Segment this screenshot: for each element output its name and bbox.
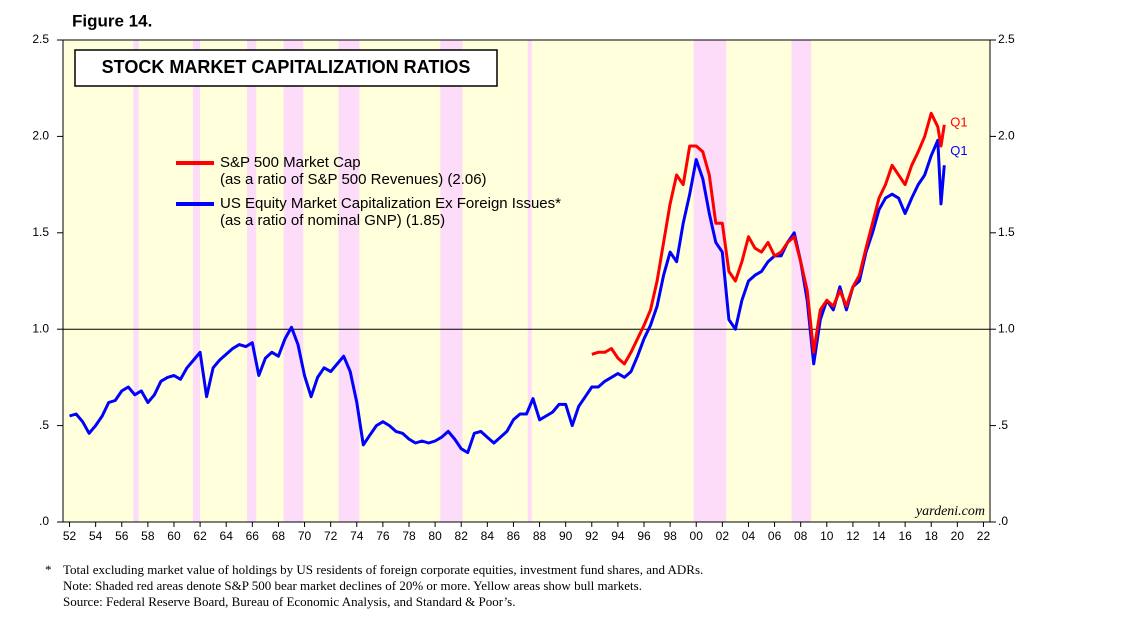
x-tick-label: 04 — [742, 529, 756, 543]
bear-market-shade — [527, 40, 532, 522]
y-tick-label: 2.5 — [32, 32, 49, 46]
y-tick-label: .0 — [39, 514, 49, 528]
x-tick-label: 66 — [246, 529, 260, 543]
y2-tick-label: .5 — [998, 418, 1008, 432]
footnote-marker: * — [45, 562, 52, 577]
x-tick-label: 76 — [376, 529, 390, 543]
source-tag: yardeni.com — [914, 504, 985, 519]
x-tick-label: 96 — [637, 529, 651, 543]
bear-market-shade — [133, 40, 139, 522]
bear-market-shade — [693, 40, 727, 522]
title-box — [74, 49, 498, 87]
y2-tick-label: 2.5 — [998, 32, 1015, 46]
x-tick-label: 88 — [533, 529, 547, 543]
bear-market-shade — [338, 40, 360, 522]
figure-label: Figure 14. — [72, 11, 152, 30]
end-label: Q1 — [950, 114, 967, 129]
x-tick-label: 94 — [611, 529, 625, 543]
x-tick-label: 20 — [951, 529, 965, 543]
x-tick-label: 98 — [663, 529, 677, 543]
legend-note: (as a ratio of nominal GNP) (1.85) — [220, 212, 445, 229]
x-tick-label: 62 — [193, 529, 207, 543]
chart-title: STOCK MARKET CAPITALIZATION RATIOS — [102, 57, 471, 77]
x-tick-label: 58 — [141, 529, 155, 543]
y2-tick-label: .0 — [998, 514, 1008, 528]
x-tick-label: 64 — [220, 529, 234, 543]
x-tick-label: 68 — [272, 529, 286, 543]
legend-note: (as a ratio of S&P 500 Revenues) (2.06) — [220, 171, 487, 188]
y2-tick-label: 1.0 — [998, 321, 1015, 335]
x-tick-label: 00 — [690, 529, 704, 543]
bear-market-shade — [440, 40, 463, 522]
x-tick-label: 82 — [455, 529, 469, 543]
x-tick-label: 22 — [977, 529, 991, 543]
x-tick-label: 70 — [298, 529, 312, 543]
x-tick-label: 02 — [716, 529, 730, 543]
x-tick-label: 12 — [846, 529, 860, 543]
x-tick-label: 86 — [507, 529, 521, 543]
x-tick-label: 14 — [872, 529, 886, 543]
footnote: Source: Federal Reserve Board, Bureau of… — [63, 594, 516, 609]
x-tick-label: 52 — [63, 529, 77, 543]
legend-label: S&P 500 Market Cap — [220, 154, 361, 171]
y-tick-label: 2.0 — [32, 129, 49, 143]
x-tick-label: 16 — [898, 529, 912, 543]
y2-tick-label: 1.5 — [998, 225, 1015, 239]
y-tick-label: 1.5 — [32, 225, 49, 239]
x-tick-label: 80 — [428, 529, 442, 543]
x-tick-label: 92 — [585, 529, 599, 543]
x-tick-label: 84 — [481, 529, 495, 543]
footnote: Note: Shaded red areas denote S&P 500 be… — [63, 578, 642, 593]
x-tick-label: 10 — [820, 529, 834, 543]
bear-market-shade — [283, 40, 304, 522]
end-label: Q1 — [950, 143, 967, 158]
bear-market-shade — [791, 40, 812, 522]
plot-area: .0 .0 .5 .5 1.0 1.0 1.5 1.5 2.0 2.0 2.5 2.5 52 54 56 58… — [32, 32, 1015, 543]
y-tick-label: .5 — [39, 418, 49, 432]
bear-market-shade — [192, 40, 201, 522]
x-tick-label: 54 — [89, 529, 103, 543]
x-tick-label: 18 — [925, 529, 939, 543]
legend-label: US Equity Market Capitalization Ex Forei… — [220, 195, 561, 212]
x-tick-label: 06 — [768, 529, 782, 543]
y-tick-label: 1.0 — [32, 321, 49, 335]
x-tick-label: 56 — [115, 529, 129, 543]
x-tick-label: 60 — [167, 529, 181, 543]
x-tick-label: 72 — [324, 529, 338, 543]
x-tick-label: 74 — [350, 529, 364, 543]
bear-market-shade — [247, 40, 257, 522]
x-tick-label: 90 — [559, 529, 573, 543]
x-tick-label: 78 — [402, 529, 416, 543]
plot-background — [63, 40, 990, 522]
footnote: Total excluding market value of holdings… — [63, 562, 703, 577]
plot-frame — [62, 39, 991, 523]
y2-tick-label: 2.0 — [998, 129, 1015, 143]
x-tick-label: 08 — [794, 529, 808, 543]
series-line — [591, 111, 946, 366]
